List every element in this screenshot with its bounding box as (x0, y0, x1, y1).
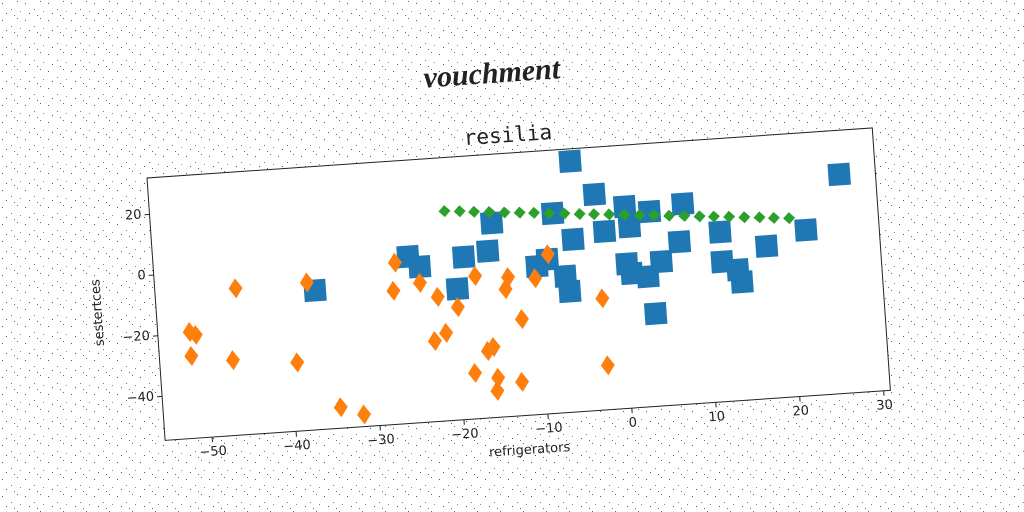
scatter-point (515, 371, 530, 392)
scatter-point (592, 219, 617, 244)
scatter-point (558, 207, 571, 220)
scatter-point (427, 331, 442, 351)
scatter-point (600, 355, 615, 376)
scatter-point (693, 210, 706, 223)
plot-frame (146, 127, 891, 441)
scatter-point (333, 397, 348, 418)
scatter-point (468, 362, 483, 383)
x-tick-label: 0 (628, 415, 637, 431)
y-tick-label: 20 (125, 207, 143, 223)
scatter-point (528, 268, 543, 289)
scatter-point (480, 341, 495, 362)
scatter-point (407, 255, 432, 279)
scatter-point (643, 301, 668, 326)
scatter-point (290, 352, 305, 373)
scatter-point (582, 182, 607, 207)
scatter-point (357, 404, 372, 425)
scatter-point (663, 209, 676, 222)
scatter-point (430, 286, 445, 307)
x-tick-label: −50 (199, 444, 227, 461)
x-axis-label: refrigerators (489, 440, 571, 461)
x-tick-label: −40 (283, 438, 311, 455)
scatter-point (498, 206, 511, 219)
scatter-point (188, 324, 203, 345)
scatter-point (738, 211, 751, 224)
scatter-point (412, 272, 427, 293)
scatter-point (558, 279, 582, 304)
scatter-point (617, 214, 642, 239)
scatter-point (708, 220, 732, 244)
plot: resilia refrigerators sestertces −50 −40−… (88, 120, 894, 461)
scatter-point (479, 211, 504, 235)
scatter-point (514, 309, 529, 330)
scatter-point (588, 208, 600, 221)
scatter-point (707, 210, 720, 223)
scatter-point (794, 218, 818, 242)
scatter-point (450, 297, 465, 318)
y-tick-label: −40 (126, 389, 154, 406)
scatter-point (647, 209, 660, 222)
scatter-point (827, 162, 851, 187)
scatter-point (386, 280, 401, 301)
x-tick-label: 20 (792, 403, 810, 419)
scatter-point (767, 211, 780, 224)
scatter-point (228, 278, 243, 299)
x-tick-label: 10 (708, 409, 726, 425)
scatter-point (483, 205, 496, 218)
scatter-point (453, 205, 466, 218)
scatter-point (595, 288, 610, 309)
scatter-point (513, 206, 526, 219)
scatter-point (491, 367, 506, 388)
scatter-point (618, 208, 631, 221)
scatter-point (753, 211, 766, 224)
scatter-point (783, 212, 796, 225)
scatter-point (498, 279, 513, 300)
scatter-point (540, 244, 555, 265)
y-tick-label: 0 (137, 268, 146, 284)
scatter-point (667, 230, 692, 254)
scatter-point (387, 252, 402, 273)
x-tick-label: −30 (367, 432, 395, 449)
x-tick-label: 30 (876, 398, 894, 414)
scatter-point (558, 149, 582, 174)
scatter-point (438, 205, 451, 218)
scatter-point (439, 322, 454, 343)
scatter-point (476, 239, 500, 263)
scatter-point (299, 272, 314, 293)
scatter-point (723, 210, 736, 223)
scatter-point (486, 337, 501, 357)
scatter-point (184, 345, 199, 366)
scatter-point (468, 205, 481, 218)
scatter-point (754, 234, 779, 258)
scatter-point (468, 266, 483, 287)
scatter-point (451, 245, 476, 269)
scatter-point (501, 267, 516, 288)
scatter-point (670, 192, 695, 216)
scatter-point (573, 207, 586, 220)
scatter-point (603, 208, 616, 221)
y-tick-label: −20 (122, 329, 150, 346)
scatter-point (528, 206, 540, 219)
x-tick-label: −20 (451, 426, 479, 443)
scatter-point (445, 277, 470, 301)
scatter-point (633, 209, 646, 221)
y-axis-label: sestertces (88, 279, 108, 347)
scatter-point (636, 264, 660, 289)
x-tick-label: −10 (535, 420, 563, 437)
scatter-point (678, 209, 691, 222)
scatter-point (612, 194, 637, 219)
scatter-point (730, 270, 754, 294)
scatter-point (543, 207, 556, 220)
scatter-point (225, 350, 240, 371)
scatter-point (490, 380, 505, 401)
scatter-point (561, 227, 585, 252)
